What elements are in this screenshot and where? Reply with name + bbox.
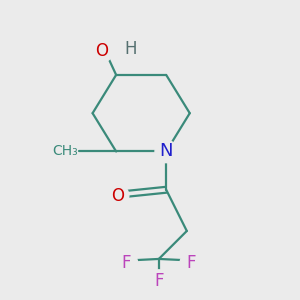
Circle shape (148, 270, 170, 292)
Circle shape (120, 38, 142, 60)
Text: F: F (122, 254, 131, 272)
Text: CH₃: CH₃ (52, 145, 78, 158)
Text: O: O (95, 42, 108, 60)
Text: F: F (187, 254, 196, 272)
Circle shape (115, 252, 138, 274)
Text: H: H (124, 40, 137, 58)
Text: N: N (159, 142, 173, 160)
Text: F: F (154, 272, 164, 290)
Circle shape (155, 140, 177, 163)
Text: O: O (111, 187, 124, 205)
Circle shape (90, 40, 112, 62)
Circle shape (180, 252, 203, 274)
Circle shape (106, 184, 129, 207)
